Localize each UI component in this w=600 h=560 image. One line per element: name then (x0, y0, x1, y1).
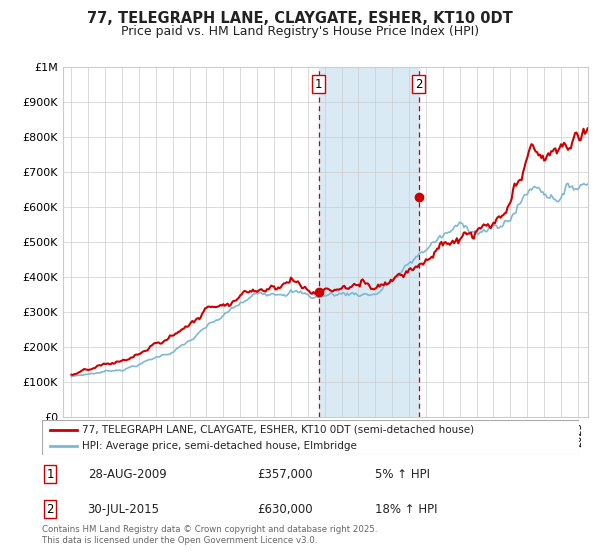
Bar (319, 67, 419, 417)
Text: £630,000: £630,000 (257, 502, 313, 516)
Text: 5% ↑ HPI: 5% ↑ HPI (375, 468, 430, 480)
Text: 28-AUG-2009: 28-AUG-2009 (88, 468, 166, 480)
Text: 77, TELEGRAPH LANE, CLAYGATE, ESHER, KT10 0DT (semi-detached house): 77, TELEGRAPH LANE, CLAYGATE, ESHER, KT1… (82, 424, 475, 435)
Text: 1: 1 (315, 78, 323, 91)
Text: Contains HM Land Registry data © Crown copyright and database right 2025.
This d: Contains HM Land Registry data © Crown c… (42, 525, 377, 545)
FancyBboxPatch shape (42, 420, 579, 455)
Text: 2: 2 (46, 502, 54, 516)
Text: HPI: Average price, semi-detached house, Elmbridge: HPI: Average price, semi-detached house,… (82, 441, 357, 451)
Text: 2: 2 (415, 78, 422, 91)
Text: Price paid vs. HM Land Registry's House Price Index (HPI): Price paid vs. HM Land Registry's House … (121, 25, 479, 38)
Text: 18% ↑ HPI: 18% ↑ HPI (375, 502, 437, 516)
Text: 1: 1 (46, 468, 54, 480)
Text: 30-JUL-2015: 30-JUL-2015 (88, 502, 160, 516)
Text: 77, TELEGRAPH LANE, CLAYGATE, ESHER, KT10 0DT: 77, TELEGRAPH LANE, CLAYGATE, ESHER, KT1… (87, 11, 513, 26)
Text: £357,000: £357,000 (257, 468, 313, 480)
